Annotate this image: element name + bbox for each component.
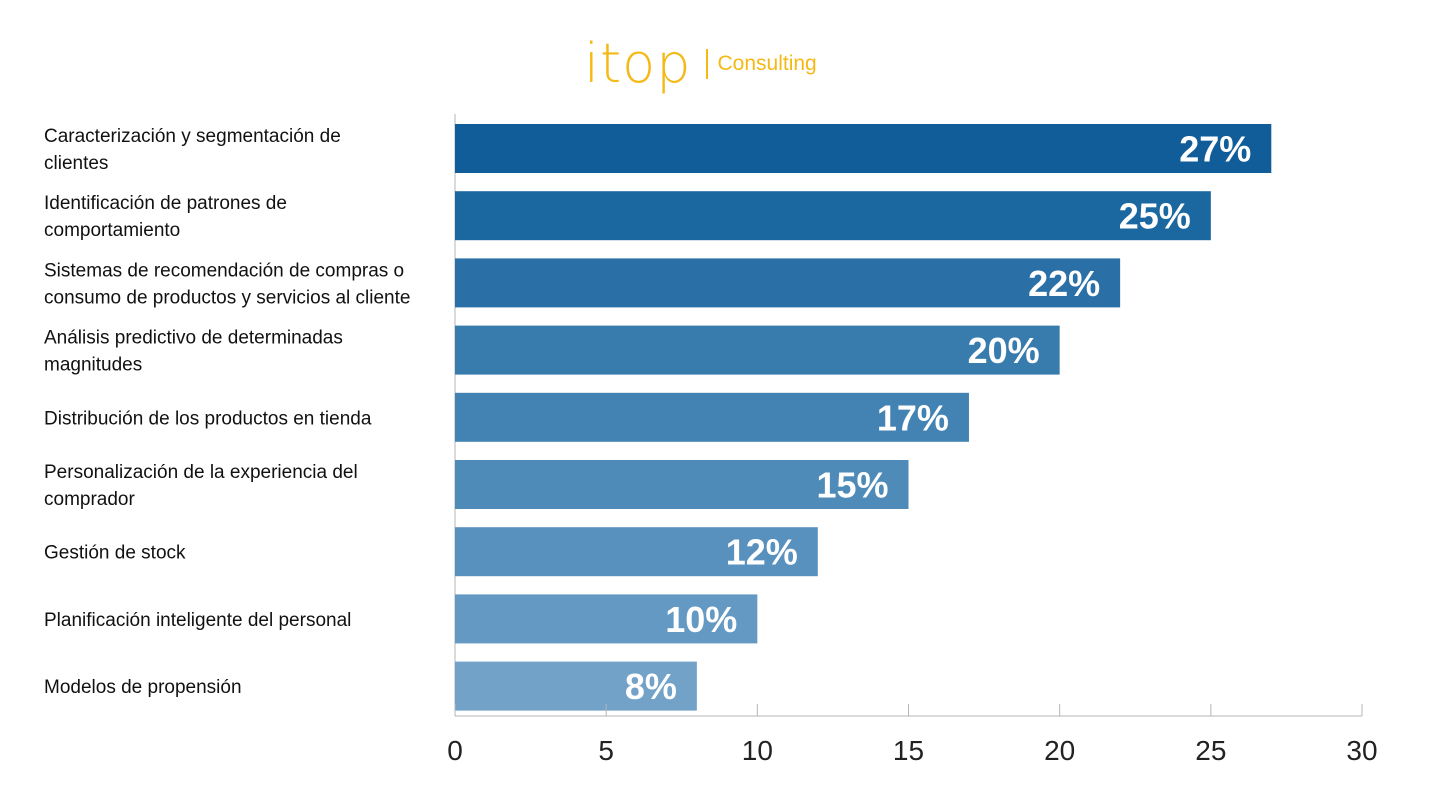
category-label: Gestión de stock — [44, 543, 186, 564]
data-label: 15% — [816, 465, 888, 506]
bar — [455, 661, 697, 711]
logo-subtitle: Consulting — [717, 52, 817, 75]
data-label: 20% — [968, 330, 1040, 371]
category-label: Caracterización y segmentación de cliente… — [44, 126, 341, 174]
x-tick-label: 15 — [893, 735, 924, 766]
bar — [455, 460, 909, 509]
category-label: Análisis predictivo de determinadas magni… — [44, 328, 343, 376]
data-label: 8% — [625, 666, 677, 707]
category-label: Identificación de patrones de comportamie… — [44, 193, 287, 241]
category-label: Modelos de propensión — [44, 677, 242, 698]
data-label: 27% — [1179, 129, 1251, 170]
x-tick-label: 5 — [598, 735, 614, 766]
bar — [455, 191, 1211, 241]
x-tick-label: 20 — [1044, 735, 1075, 766]
data-label: 17% — [877, 397, 949, 438]
data-label: 22% — [1028, 263, 1100, 304]
bar — [455, 325, 1060, 375]
category-label: Distribución de los productos en tienda — [44, 408, 372, 429]
x-tick-label: 0 — [447, 735, 463, 766]
bar — [455, 594, 758, 644]
category-label: Personalización de la experiencia del com… — [44, 462, 358, 510]
data-label: 12% — [726, 532, 798, 573]
bar — [455, 392, 969, 442]
logo-wordmark: itop — [584, 32, 692, 95]
data-label: 10% — [665, 599, 737, 640]
logo-separator — [705, 49, 708, 79]
itop-logo: itop Consulting — [584, 28, 817, 100]
category-label: Planificación inteligente del personal — [44, 610, 351, 631]
category-label: Sistemas de recomendación de compras o co… — [44, 260, 410, 308]
data-label: 25% — [1119, 196, 1191, 237]
x-tick-label: 10 — [742, 735, 773, 766]
x-tick-label: 25 — [1195, 735, 1226, 766]
bar — [455, 527, 818, 577]
bar — [455, 258, 1121, 308]
bar — [455, 124, 1272, 173]
x-tick-label: 30 — [1346, 735, 1377, 766]
